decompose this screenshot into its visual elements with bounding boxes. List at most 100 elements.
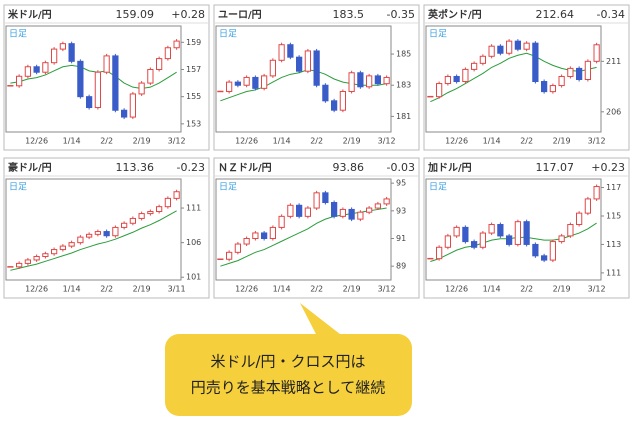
- candle: [86, 233, 93, 238]
- candle: [532, 243, 539, 257]
- price: 159.09: [116, 8, 155, 21]
- candle: [558, 235, 565, 243]
- plot-frame: [5, 178, 182, 281]
- x-tick-label: 3/11: [168, 285, 186, 294]
- candle: [444, 235, 451, 248]
- x-tick-label: 12/26: [25, 137, 48, 146]
- candle: [313, 192, 320, 209]
- candle: [374, 75, 381, 85]
- candle: [129, 93, 136, 118]
- y-tick-label: 89: [396, 262, 406, 271]
- candle: [549, 241, 556, 261]
- candle: [173, 191, 180, 199]
- candle: [506, 40, 513, 54]
- x-tick-label: 1/14: [273, 285, 291, 294]
- candle: [541, 81, 548, 93]
- callout-pointer: [300, 303, 345, 338]
- candle: [147, 211, 154, 215]
- candle: [462, 68, 469, 83]
- price: 113.36: [116, 161, 155, 174]
- x-tick-label: 3/12: [378, 137, 396, 146]
- period-label: 日足: [9, 182, 27, 193]
- candle: [366, 207, 373, 213]
- x-tick-label: 2/2: [520, 285, 533, 294]
- candle: [164, 47, 171, 60]
- x-tick-label: 2/2: [100, 285, 113, 294]
- candle: [138, 213, 145, 219]
- candle: [121, 222, 128, 228]
- candle: [479, 55, 486, 64]
- x-tick-label: 2/2: [310, 285, 323, 294]
- candle: [243, 237, 250, 245]
- candle: [129, 217, 136, 224]
- candle: [59, 43, 66, 50]
- pair-title: 豪ドル/円: [8, 161, 52, 174]
- candle: [103, 55, 110, 73]
- period-label: 日足: [429, 29, 447, 40]
- y-tick-label: 117: [606, 183, 621, 192]
- candle: [453, 226, 460, 237]
- y-tick-label: 155: [186, 92, 201, 101]
- plot-frame: [425, 178, 602, 281]
- candle: [313, 50, 320, 86]
- moving-average: [10, 64, 177, 90]
- x-tick-label: 2/2: [100, 137, 113, 146]
- candle: [436, 83, 443, 98]
- x-tick-label: 1/14: [483, 285, 501, 294]
- chart-panel: 英ポンド/円 212.64 -0.34 日足 206 211 12/26 1/14 2/2 2/1…: [423, 4, 630, 151]
- x-tick-label: 2/19: [133, 137, 151, 146]
- candle: [567, 67, 574, 77]
- period-label: 日足: [429, 182, 447, 193]
- candle: [558, 75, 565, 87]
- candle: [296, 56, 303, 72]
- candle: [86, 96, 93, 109]
- candle: [33, 66, 40, 73]
- candle: [16, 75, 23, 87]
- y-tick-label: 211: [606, 57, 621, 66]
- change: -0.23: [177, 161, 205, 174]
- x-tick-label: 12/26: [25, 285, 48, 294]
- candle: [462, 226, 469, 243]
- candle: [112, 226, 119, 237]
- change: +0.23: [591, 161, 625, 174]
- candle: [514, 40, 521, 50]
- pair-title: 米ドル/円: [8, 8, 52, 21]
- candle: [24, 259, 31, 264]
- candle: [322, 84, 329, 102]
- pair-title: 英ポンド/円: [427, 8, 482, 21]
- candle: [366, 75, 373, 88]
- chart-panel: ＮＺドル/円 93.86 -0.03 日足 89 91 93 95 12/26 1/14 2/2 2/…: [213, 157, 420, 299]
- candle: [523, 221, 530, 245]
- candle: [357, 72, 364, 88]
- candle: [33, 255, 40, 261]
- candle: [479, 232, 486, 248]
- candle: [24, 66, 31, 77]
- candle: [584, 198, 591, 214]
- change: +0.28: [171, 8, 205, 21]
- candle: [532, 42, 539, 83]
- candle: [51, 48, 58, 64]
- candle: [514, 221, 521, 245]
- period-label: 日足: [219, 182, 237, 193]
- change: -0.03: [387, 161, 415, 174]
- plot-frame: [425, 25, 602, 133]
- candle: [51, 249, 58, 255]
- candle: [42, 62, 49, 73]
- candle: [296, 204, 303, 217]
- candle: [584, 60, 591, 81]
- y-tick-label: 91: [396, 234, 406, 243]
- candle: [68, 43, 75, 62]
- x-tick-label: 1/14: [63, 285, 81, 294]
- x-tick-label: 3/12: [168, 137, 186, 146]
- y-tick-label: 95: [396, 179, 406, 188]
- candle: [444, 75, 451, 85]
- candle: [261, 75, 268, 89]
- candle: [138, 82, 145, 95]
- candle: [226, 81, 233, 92]
- y-tick-label: 159: [186, 38, 201, 47]
- period-label: 日足: [219, 29, 237, 40]
- pair-title: ＮＺドル/円: [218, 162, 272, 174]
- x-tick-label: 2/2: [310, 137, 323, 146]
- candle: [576, 67, 583, 81]
